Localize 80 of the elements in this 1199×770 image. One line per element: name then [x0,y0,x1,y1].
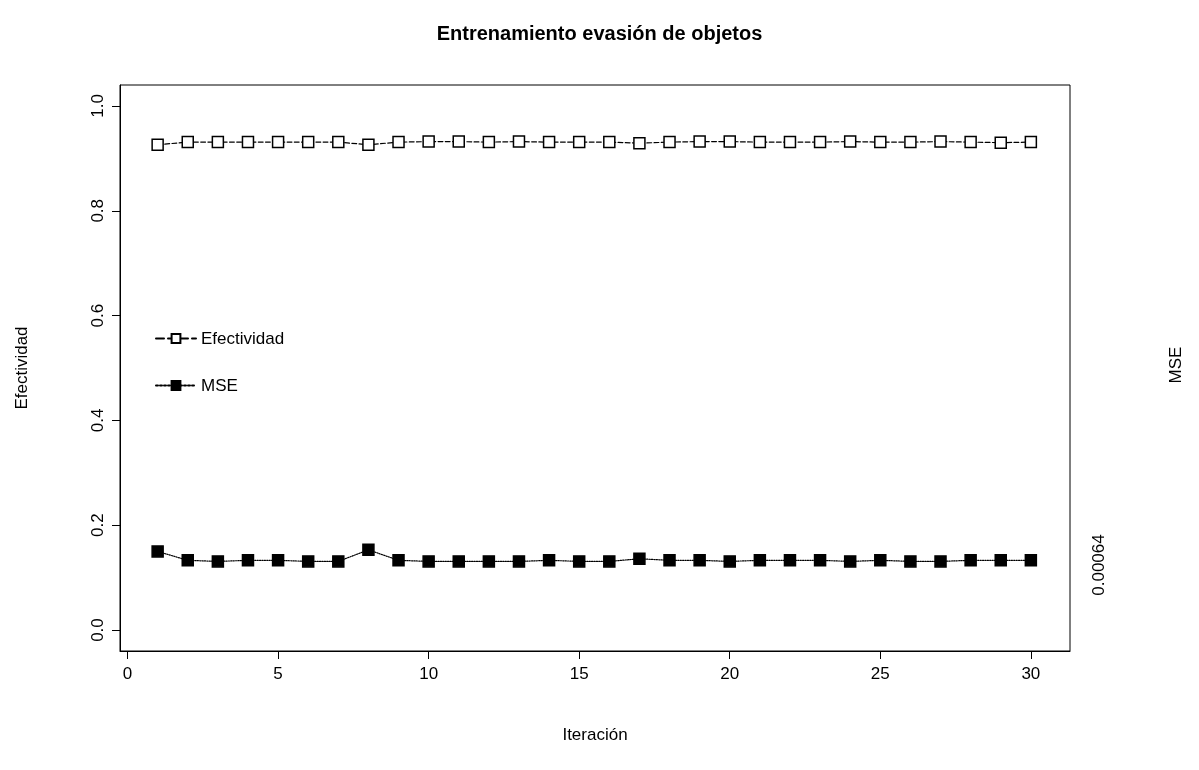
point [301,135,315,149]
point [934,135,947,148]
point [151,138,164,151]
point [843,555,857,568]
x-tick-label: 15 [569,664,589,683]
legend-label: Efectividad [201,329,285,348]
point [181,135,194,149]
point [422,135,435,148]
x-tick-label: 0 [122,664,133,683]
point [271,135,285,149]
point [332,555,345,568]
point [904,555,917,568]
point [874,135,887,149]
point [964,554,977,567]
point [542,135,556,149]
chart-title: Entrenamiento evasión de objetos [436,22,763,44]
point [301,555,315,568]
point [241,554,255,567]
point [874,554,887,567]
x-tick-label: 10 [419,664,439,683]
point [723,135,736,148]
point [572,135,586,149]
point [211,135,225,149]
x-tick-label: 20 [720,664,740,683]
point [151,545,164,558]
point [663,135,676,149]
point [693,554,706,567]
text: 0.00064 [1088,534,1108,596]
point [603,135,616,149]
point [663,554,676,567]
y-tick-label: 0.6 [88,303,107,328]
point [693,135,706,148]
point [633,136,646,150]
x-axis-title: Iteración [562,725,628,744]
point [934,555,947,568]
point [422,555,435,568]
y-tick-label: 0.0 [88,618,107,642]
point [362,543,375,557]
point [271,554,285,567]
point [753,135,767,149]
point [241,135,255,149]
point [211,555,225,568]
point [783,135,797,149]
point [904,135,917,149]
x-tick-label: 25 [870,664,890,683]
point [392,554,405,567]
x-tick-label: 5 [273,664,283,683]
point [994,136,1007,149]
point [813,135,827,149]
point [994,554,1007,567]
x-tick-label: 30 [1021,664,1041,683]
y-tick-label: 1.0 [88,94,107,118]
legend-label: MSE [201,376,238,395]
point [783,554,797,567]
point [452,555,465,568]
y-axis-title: Efectividad [12,326,31,410]
point [512,135,526,148]
point [452,135,465,148]
point [181,554,194,567]
point [392,135,405,149]
point [753,554,767,567]
point [482,135,496,149]
point [512,555,526,568]
point [1024,554,1038,567]
point [964,135,977,149]
point [362,138,375,151]
point [723,555,736,568]
point [633,552,646,566]
point [603,555,616,568]
y-tick-label: 0.4 [88,408,107,433]
point [332,135,345,149]
point [813,554,827,567]
point [1024,135,1038,149]
y-tick-label: 0.2 [88,513,107,538]
y-tick-label: 0.8 [88,198,107,223]
point [572,555,586,568]
point [482,555,496,568]
text: MSE [1165,346,1185,384]
point [843,135,857,148]
point [542,554,556,567]
